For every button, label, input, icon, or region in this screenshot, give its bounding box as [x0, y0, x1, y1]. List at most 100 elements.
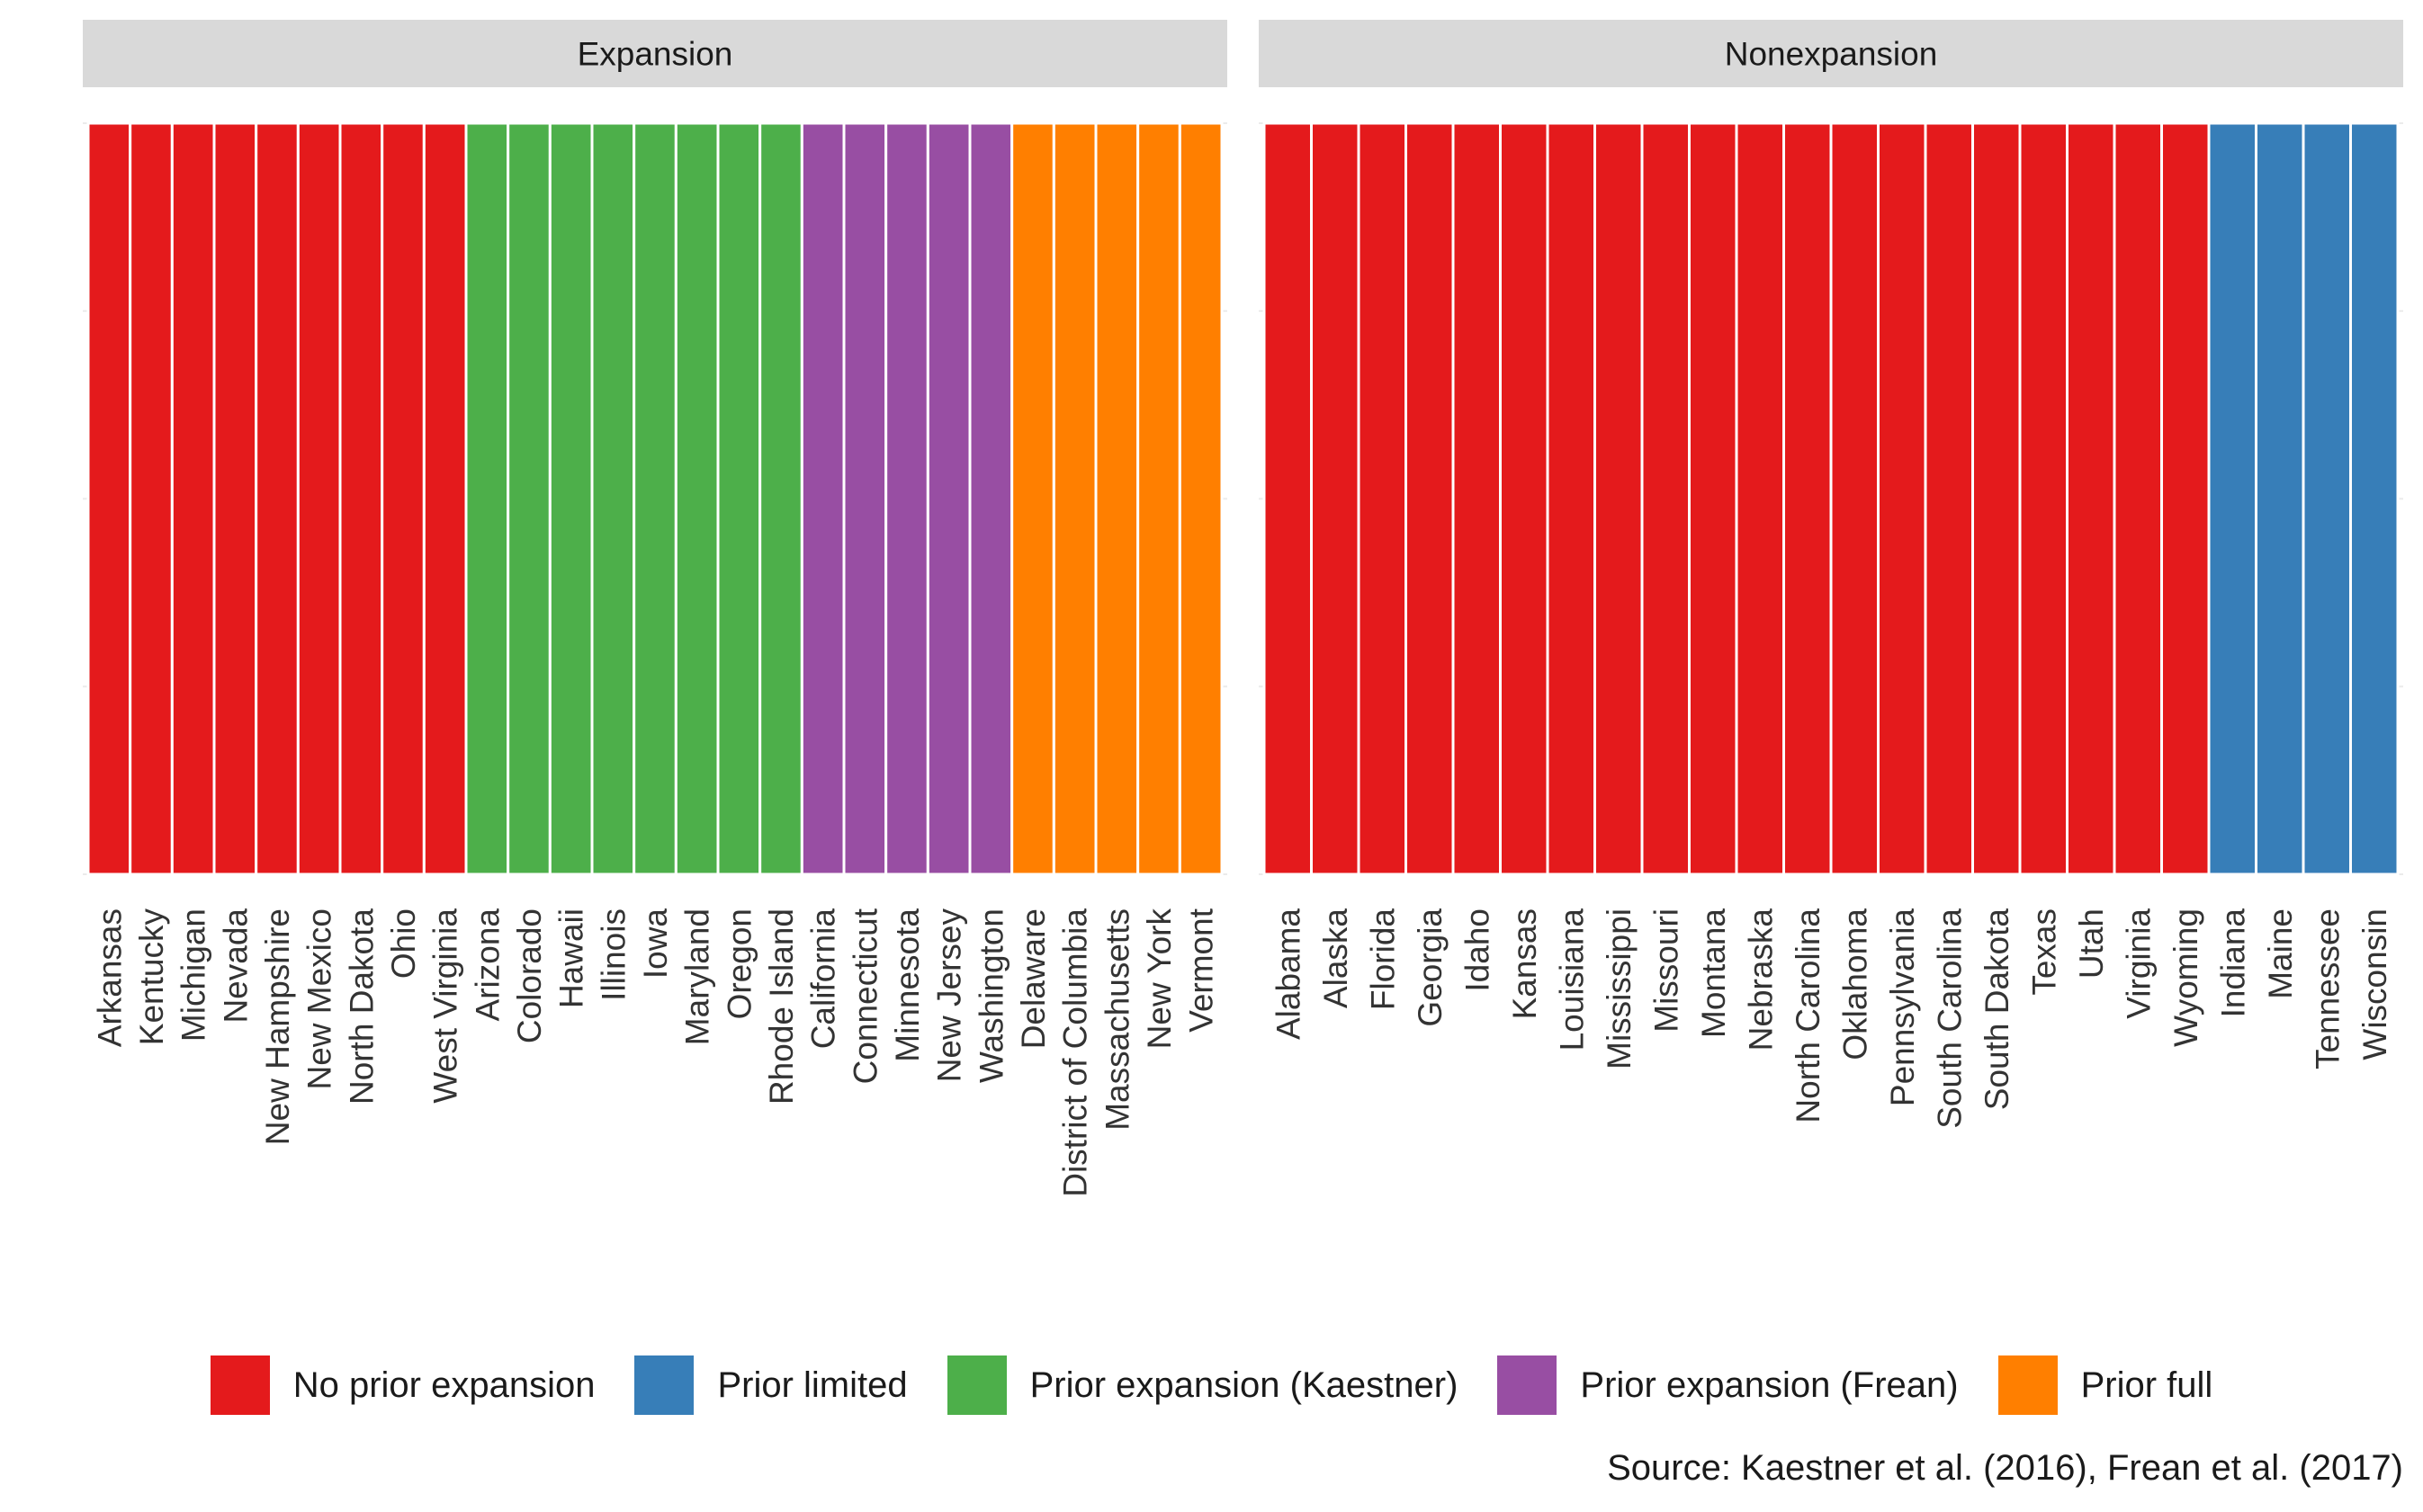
legend-label-prior-expansion-frean: Prior expansion (Frean) — [1580, 1364, 1959, 1405]
bar-kentucky — [129, 121, 174, 876]
legend-swatch-no-prior-expansion — [210, 1355, 270, 1415]
bar-rhode-island — [758, 121, 803, 876]
tick-label-montana: Montana — [1695, 908, 1732, 1038]
tick-label-minnesota: Minnesota — [889, 908, 926, 1062]
tick-label-new-york: New York — [1141, 908, 1178, 1050]
bar-georgia — [1404, 121, 1455, 876]
bar-oklahoma — [1829, 121, 1880, 876]
bar-maine — [2255, 121, 2305, 876]
bar-maryland — [674, 121, 720, 876]
tick-label-virginia: Virginia — [2120, 908, 2157, 1019]
bar-new-york — [1136, 121, 1181, 876]
tick-label-massachusetts: Massachusetts — [1099, 908, 1135, 1131]
legend-item-no-prior-expansion: No prior expansion — [210, 1355, 596, 1415]
tick-label-delaware: Delaware — [1015, 908, 1052, 1049]
tick-label-california: California — [805, 908, 842, 1050]
bar-new-hampshire — [255, 121, 300, 876]
facet-strip-label-expansion: Expansion — [578, 36, 733, 73]
bar-pennsylvania — [1877, 121, 1927, 876]
bar-kansas — [1499, 121, 1549, 876]
tick-label-new-mexico: New Mexico — [301, 908, 338, 1090]
bar-washington — [968, 121, 1014, 876]
tick-label-south-dakota: South Dakota — [1979, 908, 2015, 1111]
bar-missouri — [1640, 121, 1691, 876]
tick-label-oregon: Oregon — [721, 908, 758, 1019]
facet-strip-nonexpansion — [1259, 20, 2403, 87]
bar-illinois — [590, 121, 636, 876]
bar-wyoming — [2160, 121, 2211, 876]
tick-label-illinois: Illinois — [595, 908, 632, 1001]
bar-texas — [2018, 121, 2069, 876]
bar-tennessee — [2302, 121, 2352, 876]
legend-label-prior-expansion-kaestner: Prior expansion (Kaestner) — [1029, 1364, 1458, 1405]
tick-label-hawaii: Hawaii — [553, 908, 590, 1008]
bar-west-virginia — [422, 121, 468, 876]
tick-label-south-carolina: South Carolina — [1931, 908, 1968, 1129]
bar-hawaii — [548, 121, 594, 876]
bar-vermont — [1178, 121, 1224, 876]
tick-label-texas: Texas — [2025, 908, 2062, 996]
bar-delaware — [1010, 121, 1055, 876]
tick-label-rhode-island: Rhode Island — [763, 908, 800, 1105]
bar-nevada — [212, 121, 258, 876]
bar-minnesota — [884, 121, 929, 876]
tick-label-new-hampshire: New Hampshire — [259, 908, 296, 1145]
bar-arkansas — [86, 121, 132, 876]
bar-michigan — [170, 121, 216, 876]
bar-indiana — [2207, 121, 2257, 876]
legend-item-prior-expansion-frean: Prior expansion (Frean) — [1497, 1355, 1959, 1415]
bar-iowa — [633, 121, 678, 876]
bar-utah — [2066, 121, 2116, 876]
bar-oregon — [716, 121, 762, 876]
bar-north-dakota — [338, 121, 384, 876]
bar-california — [800, 121, 846, 876]
legend-item-prior-full: Prior full — [1997, 1355, 2212, 1415]
tick-label-wyoming: Wyoming — [2167, 908, 2204, 1047]
tick-label-vermont: Vermont — [1183, 908, 1220, 1033]
bar-massachusetts — [1094, 121, 1140, 876]
tick-label-wisconsin: Wisconsin — [2356, 908, 2393, 1060]
bar-florida — [1357, 121, 1407, 876]
bar-district-of-columbia — [1052, 121, 1098, 876]
bar-wisconsin — [2349, 121, 2400, 876]
tick-label-nebraska: Nebraska — [1742, 908, 1779, 1051]
bar-south-dakota — [1971, 121, 2022, 876]
legend-label-prior-limited: Prior limited — [717, 1364, 908, 1405]
legend-label-no-prior-expansion: No prior expansion — [292, 1364, 596, 1405]
bar-new-mexico — [296, 121, 342, 876]
tick-label-mississippi: Mississippi — [1601, 908, 1638, 1069]
bar-idaho — [1451, 121, 1502, 876]
tick-label-north-carolina: North Carolina — [1790, 908, 1826, 1123]
bar-connecticut — [842, 121, 888, 876]
bar-new-jersey — [926, 121, 972, 876]
tick-label-louisiana: Louisiana — [1553, 908, 1590, 1051]
tick-label-michigan: Michigan — [175, 908, 212, 1042]
tick-label-iowa: Iowa — [637, 908, 674, 980]
tick-label-district-of-columbia: District of Columbia — [1057, 908, 1094, 1197]
tick-label-connecticut: Connecticut — [847, 908, 884, 1084]
bar-north-carolina — [1782, 121, 1833, 876]
bar-mississippi — [1593, 121, 1644, 876]
legend-swatch-prior-full — [1997, 1355, 2058, 1415]
tick-label-kentucky: Kentucky — [133, 908, 170, 1046]
facet-strip-expansion — [83, 20, 1227, 87]
tick-label-arkansas: Arkansas — [91, 908, 128, 1047]
tick-label-kansas: Kansas — [1506, 908, 1543, 1019]
tick-label-nevada: Nevada — [217, 908, 254, 1024]
tick-label-florida: Florida — [1364, 908, 1401, 1011]
tick-label-idaho: Idaho — [1458, 908, 1495, 992]
bar-virginia — [2113, 121, 2163, 876]
tick-label-north-dakota: North Dakota — [343, 908, 380, 1105]
tick-label-pennsylvania: Pennsylvania — [1884, 908, 1921, 1107]
tick-label-missouri: Missouri — [1647, 908, 1684, 1033]
source-caption: Source: Kaestner et al. (2016), Frean et… — [1607, 1448, 2403, 1488]
tick-label-washington: Washington — [973, 908, 1010, 1083]
tick-label-maine: Maine — [2262, 908, 2299, 999]
bar-montana — [1688, 121, 1738, 876]
bar-alaska — [1310, 121, 1360, 876]
tick-label-colorado: Colorado — [511, 908, 548, 1043]
legend-swatch-prior-expansion-kaestner — [947, 1355, 1007, 1415]
tick-label-tennessee: Tennessee — [2309, 908, 2346, 1069]
bar-south-carolina — [1924, 121, 1974, 876]
